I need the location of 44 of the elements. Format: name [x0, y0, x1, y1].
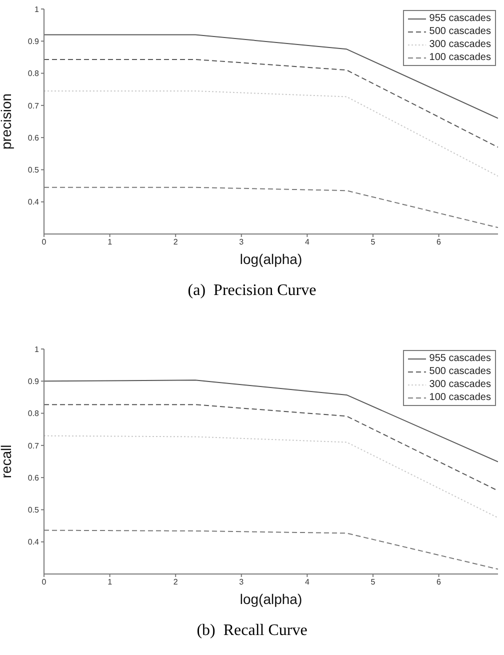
x-tick-label: 4 [304, 238, 310, 247]
x-tick-label: 0 [42, 578, 47, 587]
x-axis-title: log(alpha) [240, 591, 302, 607]
x-tick-label: 5 [370, 578, 376, 587]
y-tick-label: 0.5 [28, 506, 40, 515]
legend-label: 100 cascades [429, 51, 491, 64]
x-tick-label: 0 [42, 238, 47, 247]
legend-label: 300 cascades [429, 38, 491, 51]
x-axis-title: log(alpha) [240, 251, 302, 267]
x-tick-label: 3 [239, 578, 244, 587]
text: (a) Precision Curve [186, 282, 318, 300]
y-tick-label: 0.7 [28, 101, 40, 110]
x-tick-label: 2 [173, 238, 178, 247]
y-tick-label: 1 [34, 344, 40, 354]
x-tick-label: 3 [239, 238, 244, 247]
x-tick-label: 4 [304, 578, 310, 587]
y-tick-label: 0.5 [28, 166, 40, 175]
y-tick-label: 0.8 [28, 409, 40, 418]
legend-label: 500 cascades [429, 25, 491, 38]
y-tick-label: 0.9 [28, 36, 40, 46]
y-tick-label: 0.6 [28, 133, 40, 142]
y-tick-label: 1 [34, 4, 40, 14]
x-tick-label: 1 [108, 238, 113, 247]
y-tick-label: 0.7 [28, 441, 40, 450]
y-axis-title: recall [0, 444, 14, 478]
legend-label: 500 cascades [429, 365, 491, 378]
legend-label: 300 cascades [429, 378, 491, 391]
text: (b) Recall Curve [196, 622, 308, 640]
line-series [44, 380, 498, 462]
x-tick-label: 6 [436, 238, 442, 247]
y-tick-label: 0.9 [28, 376, 40, 386]
y-tick-label: 0.6 [28, 473, 40, 482]
x-tick-label: 2 [173, 578, 178, 587]
legend-label: 100 cascades [429, 391, 491, 404]
legend-label: 955 cascades [429, 352, 491, 365]
y-axis-title: precision [0, 93, 14, 150]
x-tick-label: 1 [108, 578, 113, 587]
y-tick-label: 0.4 [28, 538, 40, 547]
x-tick-label: 5 [370, 238, 376, 247]
y-tick-label: 0.4 [28, 198, 40, 207]
x-tick-label: 6 [436, 578, 442, 587]
legend-label: 955 cascades [429, 12, 491, 25]
line-series [44, 435, 498, 518]
y-tick-label: 0.8 [28, 69, 40, 78]
